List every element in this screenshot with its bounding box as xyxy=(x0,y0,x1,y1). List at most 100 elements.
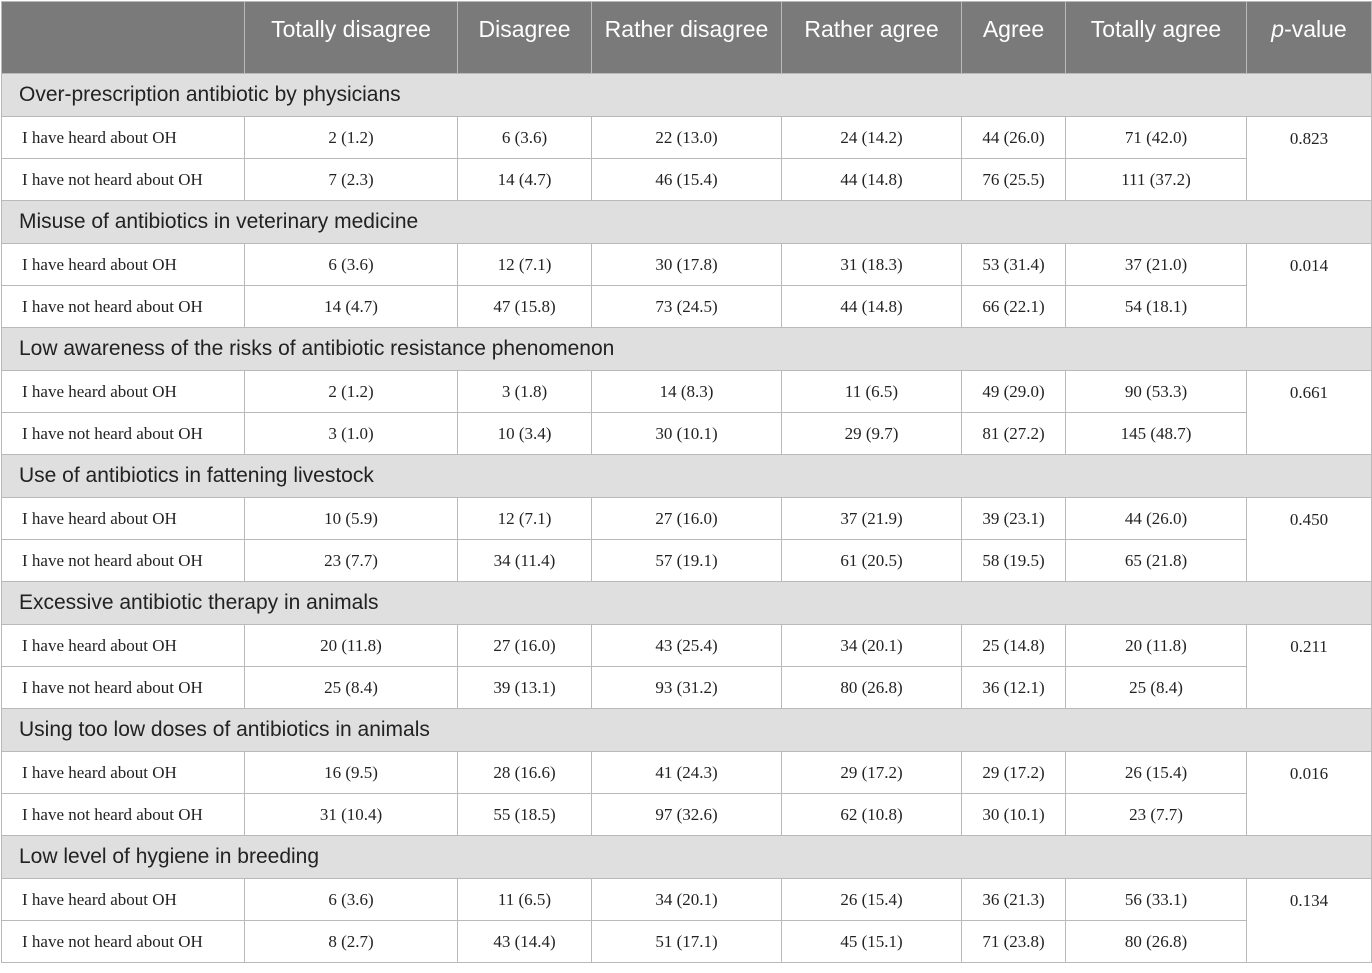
p-value-cell: 0.014 xyxy=(1246,243,1372,328)
value-cell: 44 (14.8) xyxy=(781,285,962,328)
section-title: Using too low doses of antibiotics in an… xyxy=(1,708,1372,752)
p-value-cell: 0.211 xyxy=(1246,624,1372,709)
value-cell: 14 (4.7) xyxy=(457,158,592,201)
value-cell: 76 (25.5) xyxy=(961,158,1066,201)
value-cell: 34 (11.4) xyxy=(457,539,592,582)
header-rather-disagree: Rather disagree xyxy=(591,1,782,74)
value-cell: 43 (25.4) xyxy=(591,624,782,667)
p-value-cell: 0.661 xyxy=(1246,370,1372,455)
value-cell: 2 (1.2) xyxy=(244,370,458,413)
section-row: Excessive antibiotic therapy in animals xyxy=(1,581,1372,625)
header-rather-agree: Rather agree xyxy=(781,1,962,74)
value-cell: 2 (1.2) xyxy=(244,116,458,159)
section-row: Misuse of antibiotics in veterinary medi… xyxy=(1,200,1372,244)
table-header: Totally disagree Disagree Rather disagre… xyxy=(1,1,1372,74)
value-cell: 46 (15.4) xyxy=(591,158,782,201)
value-cell: 111 (37.2) xyxy=(1065,158,1247,201)
value-cell: 10 (5.9) xyxy=(244,497,458,540)
value-cell: 36 (12.1) xyxy=(961,666,1066,709)
row-label: I have heard about OH xyxy=(1,497,245,540)
value-cell: 49 (29.0) xyxy=(961,370,1066,413)
value-cell: 11 (6.5) xyxy=(781,370,962,413)
value-cell: 20 (11.8) xyxy=(244,624,458,667)
row-label: I have heard about OH xyxy=(1,370,245,413)
table-row: I have not heard about OH 8 (2.7) 43 (14.4… xyxy=(1,920,1372,963)
value-cell: 53 (31.4) xyxy=(961,243,1066,286)
value-cell: 44 (14.8) xyxy=(781,158,962,201)
section-title: Over-prescription antibiotic by physicia… xyxy=(1,73,1372,117)
table-row: I have heard about OH 16 (9.5) 28 (16.6) 41… xyxy=(1,751,1372,836)
p-value-cell: 0.016 xyxy=(1246,751,1372,836)
section-title: Low awareness of the risks of antibiotic… xyxy=(1,327,1372,371)
value-cell: 90 (53.3) xyxy=(1065,370,1247,413)
table-row: I have heard about OH 20 (11.8) 27 (16.0) 4… xyxy=(1,624,1372,709)
header-cell-blank xyxy=(1,1,245,74)
row-label: I have heard about OH xyxy=(1,116,245,159)
value-cell: 62 (10.8) xyxy=(781,793,962,836)
value-cell: 56 (33.1) xyxy=(1065,878,1247,921)
section-row: Over-prescription antibiotic by physicia… xyxy=(1,73,1372,117)
value-cell: 43 (14.4) xyxy=(457,920,592,963)
value-cell: 25 (8.4) xyxy=(1065,666,1247,709)
value-cell: 30 (10.1) xyxy=(591,412,782,455)
value-cell: 7 (2.3) xyxy=(244,158,458,201)
section-row: Low awareness of the risks of antibiotic… xyxy=(1,327,1372,371)
value-cell: 65 (21.8) xyxy=(1065,539,1247,582)
value-cell: 29 (17.2) xyxy=(961,751,1066,794)
value-cell: 6 (3.6) xyxy=(244,243,458,286)
value-cell: 34 (20.1) xyxy=(781,624,962,667)
value-cell: 37 (21.9) xyxy=(781,497,962,540)
row-label: I have heard about OH xyxy=(1,878,245,921)
value-cell: 44 (26.0) xyxy=(961,116,1066,159)
table-row: I have heard about OH 2 (1.2) 3 (1.8) 14 (8… xyxy=(1,370,1372,455)
p-value-suffix: -value xyxy=(1284,16,1347,42)
value-cell: 55 (18.5) xyxy=(457,793,592,836)
value-cell: 25 (8.4) xyxy=(244,666,458,709)
value-cell: 71 (42.0) xyxy=(1065,116,1247,159)
row-label: I have not heard about OH xyxy=(1,539,245,582)
header-p-value: p-value xyxy=(1246,1,1372,74)
table-row: I have not heard about OH 31 (10.4) 55 (18… xyxy=(1,793,1372,836)
value-cell: 41 (24.3) xyxy=(591,751,782,794)
p-value-cell: 0.134 xyxy=(1246,878,1372,963)
value-cell: 30 (17.8) xyxy=(591,243,782,286)
table-row: I have not heard about OH 3 (1.0) 10 (3.4)… xyxy=(1,412,1372,455)
value-cell: 44 (26.0) xyxy=(1065,497,1247,540)
value-cell: 23 (7.7) xyxy=(1065,793,1247,836)
value-cell: 27 (16.0) xyxy=(591,497,782,540)
value-cell: 97 (32.6) xyxy=(591,793,782,836)
value-cell: 10 (3.4) xyxy=(457,412,592,455)
p-value-prefix: p xyxy=(1271,16,1285,42)
value-cell: 29 (17.2) xyxy=(781,751,962,794)
row-label: I have not heard about OH xyxy=(1,666,245,709)
value-cell: 3 (1.0) xyxy=(244,412,458,455)
value-cell: 145 (48.7) xyxy=(1065,412,1247,455)
table-row: I have not heard about OH 23 (7.7) 34 (11.… xyxy=(1,539,1372,582)
table-row: I have heard about OH 6 (3.6) 11 (6.5) 34 (… xyxy=(1,878,1372,963)
row-label: I have not heard about OH xyxy=(1,412,245,455)
value-cell: 12 (7.1) xyxy=(457,497,592,540)
table-row: I have not heard about OH 25 (8.4) 39 (13.… xyxy=(1,666,1372,709)
header-totally-agree: Totally agree xyxy=(1065,1,1247,74)
value-cell: 66 (22.1) xyxy=(961,285,1066,328)
table-row: I have heard about OH 10 (5.9) 12 (7.1) 27 … xyxy=(1,497,1372,582)
header-disagree: Disagree xyxy=(457,1,592,74)
value-cell: 11 (6.5) xyxy=(457,878,592,921)
value-cell: 26 (15.4) xyxy=(781,878,962,921)
value-cell: 28 (16.6) xyxy=(457,751,592,794)
value-cell: 31 (18.3) xyxy=(781,243,962,286)
section-title: Excessive antibiotic therapy in animals xyxy=(1,581,1372,625)
value-cell: 73 (24.5) xyxy=(591,285,782,328)
value-cell: 39 (23.1) xyxy=(961,497,1066,540)
value-cell: 24 (14.2) xyxy=(781,116,962,159)
section-title: Low level of hygiene in breeding xyxy=(1,835,1372,879)
value-cell: 37 (21.0) xyxy=(1065,243,1247,286)
value-cell: 47 (15.8) xyxy=(457,285,592,328)
value-cell: 27 (16.0) xyxy=(457,624,592,667)
p-value-cell: 0.450 xyxy=(1246,497,1372,582)
table-row: I have not heard about OH 14 (4.7) 47 (15.… xyxy=(1,285,1372,328)
value-cell: 36 (21.3) xyxy=(961,878,1066,921)
value-cell: 93 (31.2) xyxy=(591,666,782,709)
row-label: I have not heard about OH xyxy=(1,158,245,201)
